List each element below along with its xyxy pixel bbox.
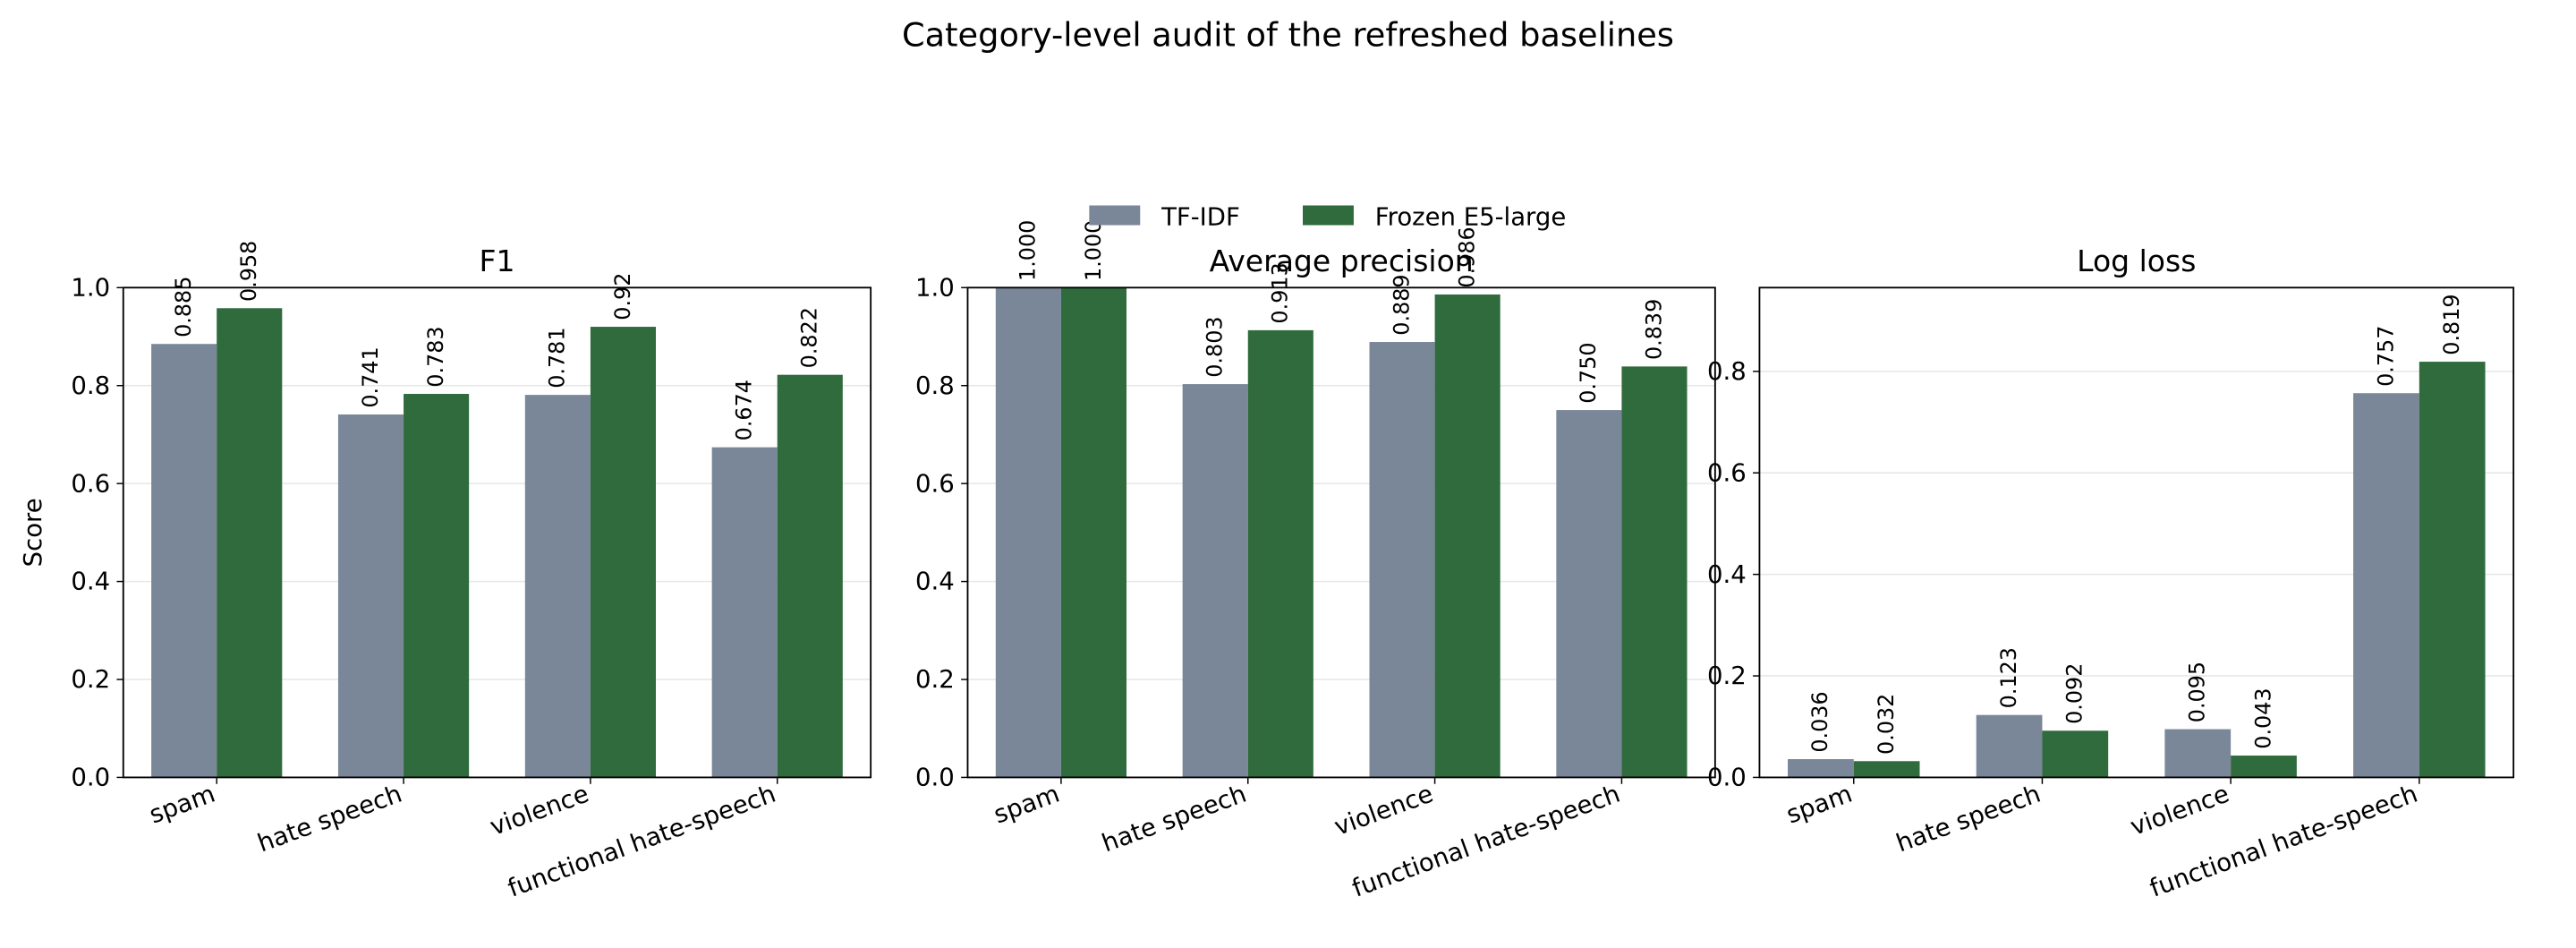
y-tick-label: 0.6: [71, 469, 110, 498]
value-label: 0.958: [236, 241, 261, 302]
y-tick-label: 0.2: [1707, 662, 1747, 690]
bar: [151, 344, 217, 778]
y-tick-label: 0.6: [915, 469, 955, 498]
bar: [995, 287, 1061, 778]
bar: [1621, 366, 1688, 778]
y-tick-label: 0.0: [1707, 764, 1747, 792]
plot-frame: [1758, 286, 2515, 779]
value-label: 1.000: [1081, 220, 1106, 281]
value-label: 0.036: [1807, 691, 1832, 752]
bar: [1369, 342, 1435, 778]
bar: [2231, 756, 2297, 778]
chart-title: Log loss: [2077, 243, 2196, 278]
value-label: 0.885: [171, 277, 196, 337]
bar: [1060, 287, 1126, 778]
y-axis-label: Score: [19, 498, 47, 567]
value-label: 0.043: [2250, 688, 2275, 748]
bar: [1556, 410, 1622, 778]
y-tick-label: 0.2: [71, 665, 110, 694]
value-label: 0.092: [2062, 663, 2087, 724]
value-label: 0.783: [423, 326, 448, 387]
value-label: 0.750: [1576, 342, 1601, 403]
bar: [777, 374, 843, 778]
bar: [711, 447, 778, 778]
bar: [1434, 294, 1501, 778]
chart-title: Average precision: [1210, 243, 1474, 278]
bar: [1247, 329, 1314, 778]
bar: [1853, 761, 1920, 778]
bar: [2042, 730, 2109, 778]
value-label: 0.819: [2439, 294, 2464, 354]
bar: [337, 414, 404, 778]
plot-frame: [122, 286, 872, 779]
legend-label: Frozen E5-large: [1375, 203, 1566, 232]
value-label: 0.741: [358, 346, 383, 407]
legend-swatch: [1089, 205, 1141, 226]
y-tick-label: 1.0: [71, 273, 110, 302]
y-tick-label: 0.8: [71, 372, 110, 400]
value-label: 0.92: [610, 273, 635, 320]
legend-swatch: [1303, 205, 1354, 226]
bar: [590, 327, 656, 778]
bar: [2353, 393, 2419, 778]
y-tick-label: 0.8: [915, 372, 955, 400]
y-tick-label: 0.0: [915, 764, 955, 792]
plot-frame: [966, 286, 1716, 779]
y-tick-label: 0.2: [915, 665, 955, 694]
y-tick-label: 1.0: [915, 273, 955, 302]
value-label: 0.674: [732, 380, 757, 440]
figure-title: Category-level audit of the refreshed ba…: [902, 15, 1674, 54]
legend-label: TF-IDF: [1160, 203, 1240, 232]
y-tick-label: 0.4: [71, 568, 110, 596]
bar: [1788, 759, 1854, 778]
bar: [404, 394, 470, 778]
value-label: 0.032: [1874, 694, 1899, 755]
value-label: 0.757: [2373, 326, 2398, 387]
value-label: 0.839: [1641, 299, 1666, 360]
y-tick-label: 0.6: [1707, 458, 1747, 487]
value-label: 0.889: [1389, 274, 1414, 335]
value-label: 0.913: [1268, 262, 1293, 323]
value-label: 0.781: [545, 327, 570, 388]
value-label: 0.095: [2185, 662, 2210, 722]
value-label: 0.123: [1996, 647, 2021, 708]
bar: [524, 395, 591, 778]
bar: [217, 308, 283, 778]
bar: [1182, 384, 1248, 778]
bar: [2164, 729, 2232, 778]
y-tick-label: 0.8: [1707, 357, 1747, 386]
value-label: 0.986: [1454, 226, 1479, 287]
bar: [1976, 714, 2043, 778]
y-tick-label: 0.0: [71, 764, 110, 792]
y-tick-label: 0.4: [1707, 560, 1747, 589]
value-label: 0.803: [1203, 316, 1228, 377]
value-label: 0.822: [797, 307, 822, 368]
value-label: 1.000: [1016, 220, 1041, 281]
y-tick-label: 0.4: [915, 568, 955, 596]
bar: [2419, 362, 2486, 778]
chart-title: F1: [479, 243, 514, 278]
